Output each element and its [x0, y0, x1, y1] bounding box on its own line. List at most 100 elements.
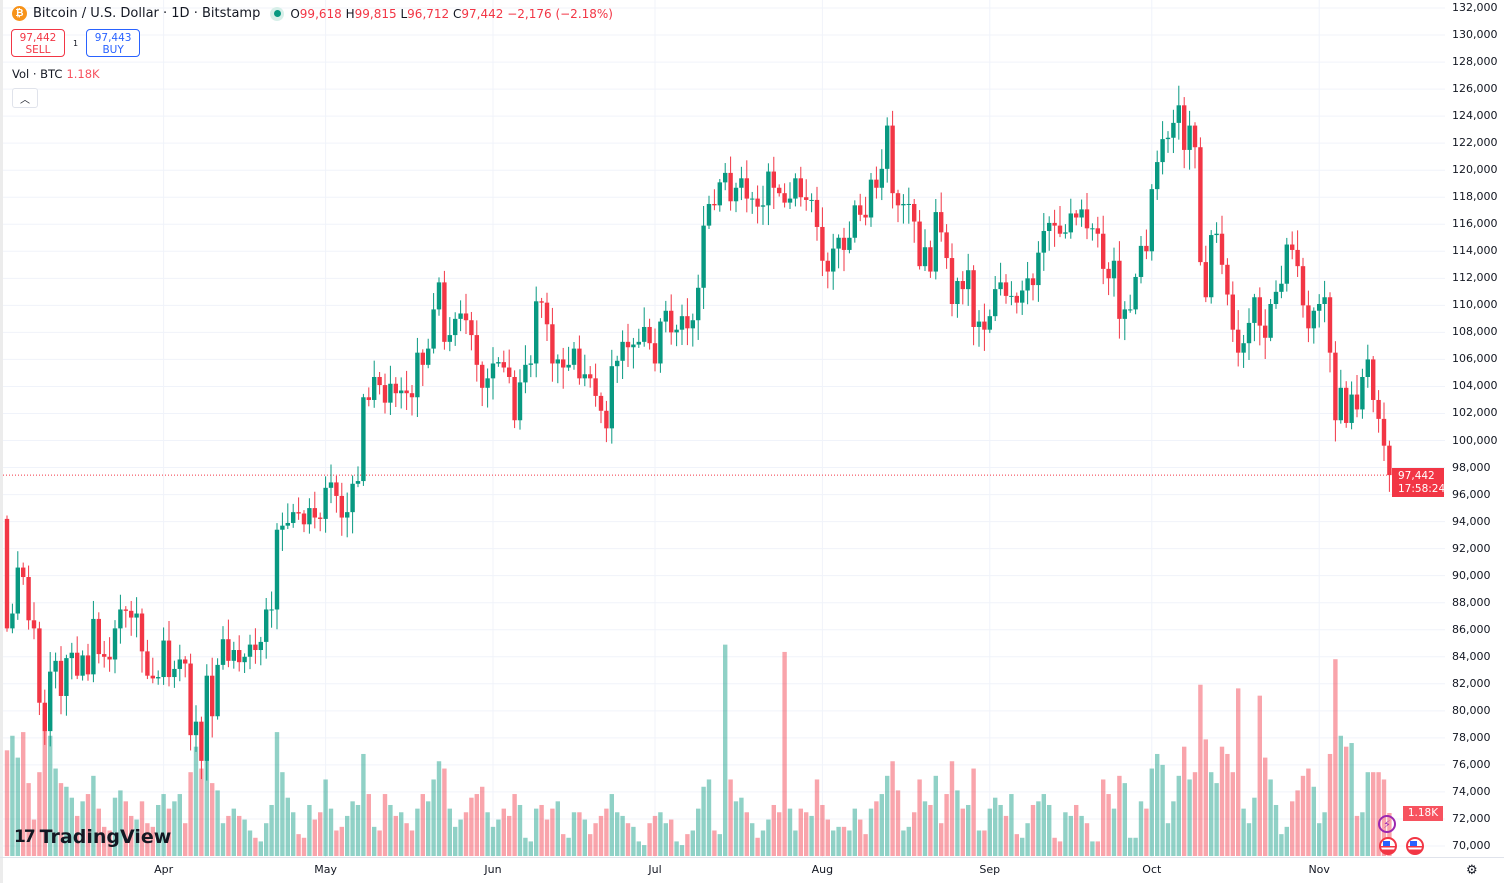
candle-body — [528, 363, 533, 365]
volume-bar — [1387, 813, 1392, 856]
candle-body — [966, 270, 971, 290]
volume-bar — [64, 786, 69, 856]
candle-body — [393, 383, 398, 394]
candle-body — [847, 237, 852, 250]
candle-body — [1003, 282, 1009, 296]
candle-body — [604, 410, 609, 429]
price-tick-label: 130,000 — [1452, 28, 1498, 42]
candle-body — [442, 282, 447, 342]
price-tick-label: 120,000 — [1452, 163, 1498, 177]
volume-bar — [512, 794, 517, 856]
change-value: −2,176 (−2.18%) — [507, 6, 613, 21]
volume-bar — [998, 804, 1003, 856]
volume-bar — [760, 830, 766, 856]
candle-body — [1128, 309, 1133, 311]
volume-bar — [210, 783, 215, 856]
volume-bar — [490, 826, 496, 856]
volume-bar — [307, 804, 312, 856]
candle-body — [409, 393, 415, 398]
symbol-title[interactable]: Bitcoin / U.S. Dollar · 1D · Bitstamp — [33, 6, 261, 21]
volume-bar — [1290, 801, 1295, 856]
candle-body — [1230, 294, 1235, 330]
tradingview-watermark[interactable]: 17 TradingView — [14, 826, 172, 848]
candle-body — [129, 610, 134, 618]
candle-body — [58, 660, 64, 696]
candle-body — [723, 172, 728, 183]
volume-bar — [69, 797, 74, 856]
volume-bar — [625, 823, 631, 856]
candle-body — [669, 310, 674, 333]
volume-bar — [787, 808, 793, 856]
volume-bar — [1176, 775, 1181, 856]
volume-bar — [1338, 735, 1343, 856]
buy-button[interactable]: 97,443 BUY — [86, 29, 141, 57]
volume-bar — [91, 775, 96, 856]
candle-body — [112, 628, 118, 660]
collapse-legend-button[interactable]: ︿ — [12, 88, 38, 108]
volume-bar — [1063, 812, 1068, 856]
volume-bar — [1106, 794, 1111, 856]
price-tick-label: 96,000 — [1452, 487, 1491, 501]
candle-body — [539, 301, 544, 303]
volume-bar — [993, 797, 998, 856]
volume-bar — [922, 801, 928, 856]
volume-bar — [771, 804, 776, 856]
volume-bar — [501, 808, 506, 856]
settings-icon[interactable]: ⚙ — [1466, 863, 1478, 878]
volume-bar — [58, 783, 64, 856]
candle-body — [150, 675, 155, 679]
volume-bar — [199, 768, 204, 856]
volume-bar — [577, 812, 582, 856]
candle-body — [1090, 228, 1095, 230]
candle-body — [388, 383, 393, 403]
volume-bar — [879, 794, 884, 856]
candle-body — [1284, 244, 1289, 284]
us-flag-icon[interactable] — [1406, 837, 1424, 855]
volume-bar — [453, 826, 458, 856]
candle-body — [345, 512, 350, 518]
volume-bar — [901, 830, 906, 856]
volume-bar — [744, 812, 749, 856]
candle-body — [1074, 213, 1079, 218]
volume-bar — [258, 841, 263, 856]
candle-body — [863, 214, 868, 218]
candle-body — [1063, 232, 1068, 234]
volume-bar — [215, 790, 220, 856]
candle-body — [928, 247, 933, 272]
candle-body — [901, 203, 906, 206]
volume-bar — [404, 823, 409, 856]
candle-body — [825, 260, 830, 272]
volume-bar — [388, 804, 393, 856]
lightning-icon[interactable]: ⚡ — [1378, 815, 1396, 833]
volume-bar — [1025, 823, 1030, 856]
price-tick-label: 106,000 — [1452, 352, 1498, 366]
candle-body — [885, 125, 890, 169]
candle-body — [895, 193, 901, 206]
bitcoin-icon: ₿ — [12, 6, 27, 21]
volume-bar — [944, 794, 949, 856]
candle-body — [145, 651, 150, 676]
time-tick-label: May — [314, 863, 337, 876]
candle-body — [706, 203, 712, 226]
volume-bar — [220, 823, 226, 856]
volume-bar — [928, 804, 933, 856]
volume-bar — [193, 746, 199, 856]
volume-bar — [107, 830, 112, 856]
volume-bar — [1122, 783, 1127, 856]
volume-bar — [1014, 834, 1019, 856]
volume-bar — [96, 808, 101, 856]
sell-button[interactable]: 97,442 SELL — [11, 29, 65, 57]
candle-body — [868, 179, 874, 218]
volume-bar — [264, 823, 269, 856]
candle-body — [912, 203, 917, 222]
candle-body — [787, 198, 793, 203]
volume-bar — [1128, 837, 1133, 856]
candle-body — [469, 320, 474, 336]
volume-bar — [1317, 823, 1322, 856]
candle-body — [31, 620, 37, 629]
price-tick-label: 124,000 — [1452, 109, 1498, 123]
price-tick-label: 122,000 — [1452, 136, 1498, 150]
us-flag-icon[interactable] — [1379, 837, 1397, 855]
volume-bar — [588, 834, 593, 856]
